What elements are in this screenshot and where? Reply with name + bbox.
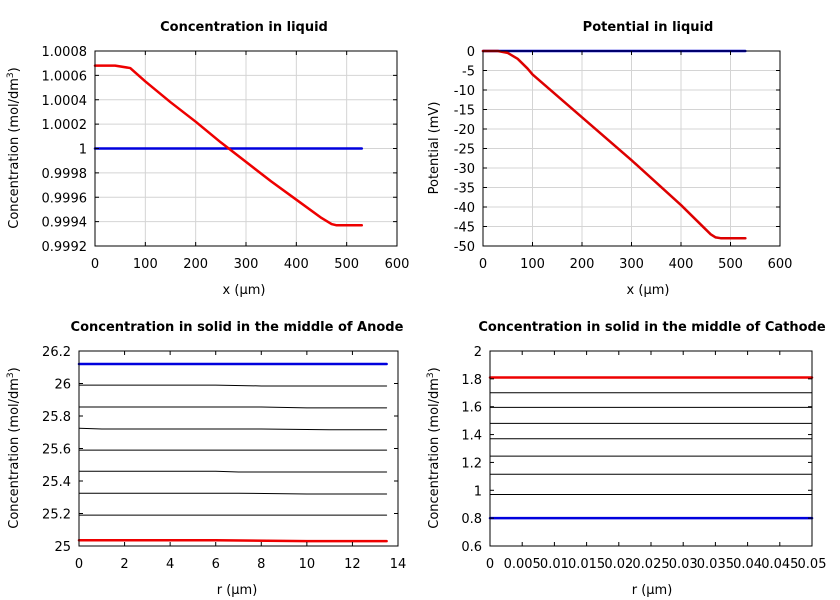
x-tick-label: 0.005 [504,557,541,572]
y-tick-label: 2 [474,345,482,360]
y-axis-label: Potential (mV) [427,102,442,195]
x-tick-label: 14 [390,557,407,572]
x-tick-label: 0 [479,257,487,272]
x-tick-label: 6 [212,557,220,572]
y-tick-label: 26 [54,378,71,393]
x-tick-label: 600 [385,257,410,272]
y-tick-label: 0.6 [461,540,482,555]
y-tick-label: -45 [454,221,475,236]
plot-frame [489,350,813,547]
x-tick-label: 100 [520,257,545,272]
chart-conc-liquid: Concentration in liquid x (µm) Concentra… [6,20,409,298]
series-line-6 [78,492,388,495]
series-line-8 [77,539,388,543]
series-line-1 [481,49,747,240]
x-tick-label: 500 [718,257,743,272]
chart-conc-solid-cathode: Concentration in solid in the middle of … [426,320,826,598]
y-tick-label: -30 [454,162,475,177]
y-tick-label: 1.8 [461,373,482,388]
plot-frame [78,350,399,547]
x-tick-label: 300 [234,257,259,272]
x-tick-label: 0 [75,557,83,572]
x-tick-label: 0.025 [632,557,669,572]
x-tick-label: 0.05 [798,557,827,572]
x-tick-label: 0.015 [568,557,605,572]
x-tick-label: 0.01 [540,557,569,572]
y-tick-label: 1.2 [461,456,482,471]
chart-title: Potential in liquid [583,20,714,35]
y-tick-label: -15 [454,104,475,119]
y-tick-label: 1.0008 [42,45,88,60]
y-tick-label: -10 [454,84,475,99]
y-tick-label: 0.9992 [42,240,88,255]
y-tick-label: 0.9998 [42,167,88,182]
y-axis-label: Concentration (mol/dm3) [6,367,22,529]
y-tick-label: -20 [454,123,475,138]
x-tick-label: 300 [619,257,644,272]
chart-title: Concentration in solid in the middle of … [478,320,826,335]
x-tick-label: 100 [133,257,158,272]
x-tick-label: 4 [166,557,174,572]
y-tick-label: 25 [54,540,71,555]
y-axis-label: Concentration (mol/dm3) [426,367,442,529]
series-line-5 [78,470,388,473]
x-tick-label: 8 [257,557,265,572]
y-tick-label: 0 [467,45,475,60]
chart-title: Concentration in solid in the middle of … [71,320,404,335]
x-tick-label: 200 [570,257,595,272]
y-tick-label: -25 [454,143,475,158]
x-tick-label: 200 [183,257,208,272]
x-tick-label: 600 [768,257,793,272]
y-tick-label: 0.8 [461,512,482,527]
y-tick-label: 1.0002 [42,118,88,133]
series-line-1 [78,384,388,387]
y-tick-label: 0.9994 [42,216,88,231]
y-tick-label: -35 [454,182,475,197]
chart-title: Concentration in liquid [160,20,328,35]
x-tick-label: 0.03 [669,557,698,572]
y-tick-label: 1 [474,484,482,499]
x-axis-label: r (µm) [217,583,258,598]
y-tick-label: 0.9996 [42,191,88,206]
x-tick-label: 0 [91,257,99,272]
x-tick-label: 500 [334,257,359,272]
y-tick-label: 1 [79,143,87,158]
x-tick-label: 400 [669,257,694,272]
chart-conc-solid-anode: Concentration in solid in the middle of … [6,320,406,598]
y-tick-label: -5 [462,65,475,80]
y-tick-label: 25.2 [42,508,71,523]
series-line-2 [78,406,388,409]
y-tick-label: 1.6 [461,401,482,416]
x-tick-label: 2 [120,557,128,572]
y-tick-label: 25.4 [42,475,71,490]
y-tick-label: 1.0006 [42,69,88,84]
y-tick-label: 25.6 [42,443,71,458]
y-tick-label: 1.4 [461,429,482,444]
x-tick-label: 0 [486,557,494,572]
y-tick-label: -50 [454,240,475,255]
y-tick-label: -40 [454,201,475,216]
x-tick-label: 0.045 [761,557,798,572]
x-tick-label: 0.04 [733,557,762,572]
x-tick-label: 0.02 [604,557,633,572]
x-tick-label: 12 [344,557,361,572]
x-tick-label: 400 [284,257,309,272]
x-tick-label: 0.035 [697,557,734,572]
y-tick-label: 26.2 [42,345,71,360]
series-line-3 [78,427,388,431]
y-tick-label: 1.0004 [42,94,88,109]
x-axis-label: r (µm) [632,583,673,598]
y-tick-label: 25.8 [42,410,71,425]
x-tick-label: 10 [299,557,316,572]
series-line-1 [93,64,364,227]
chart-potential-liquid: Potential in liquid x (µm) Potential (mV… [427,20,792,298]
y-axis-label: Concentration (mol/dm3) [6,67,22,229]
x-axis-label: x (µm) [627,283,670,298]
x-axis-label: x (µm) [223,283,266,298]
